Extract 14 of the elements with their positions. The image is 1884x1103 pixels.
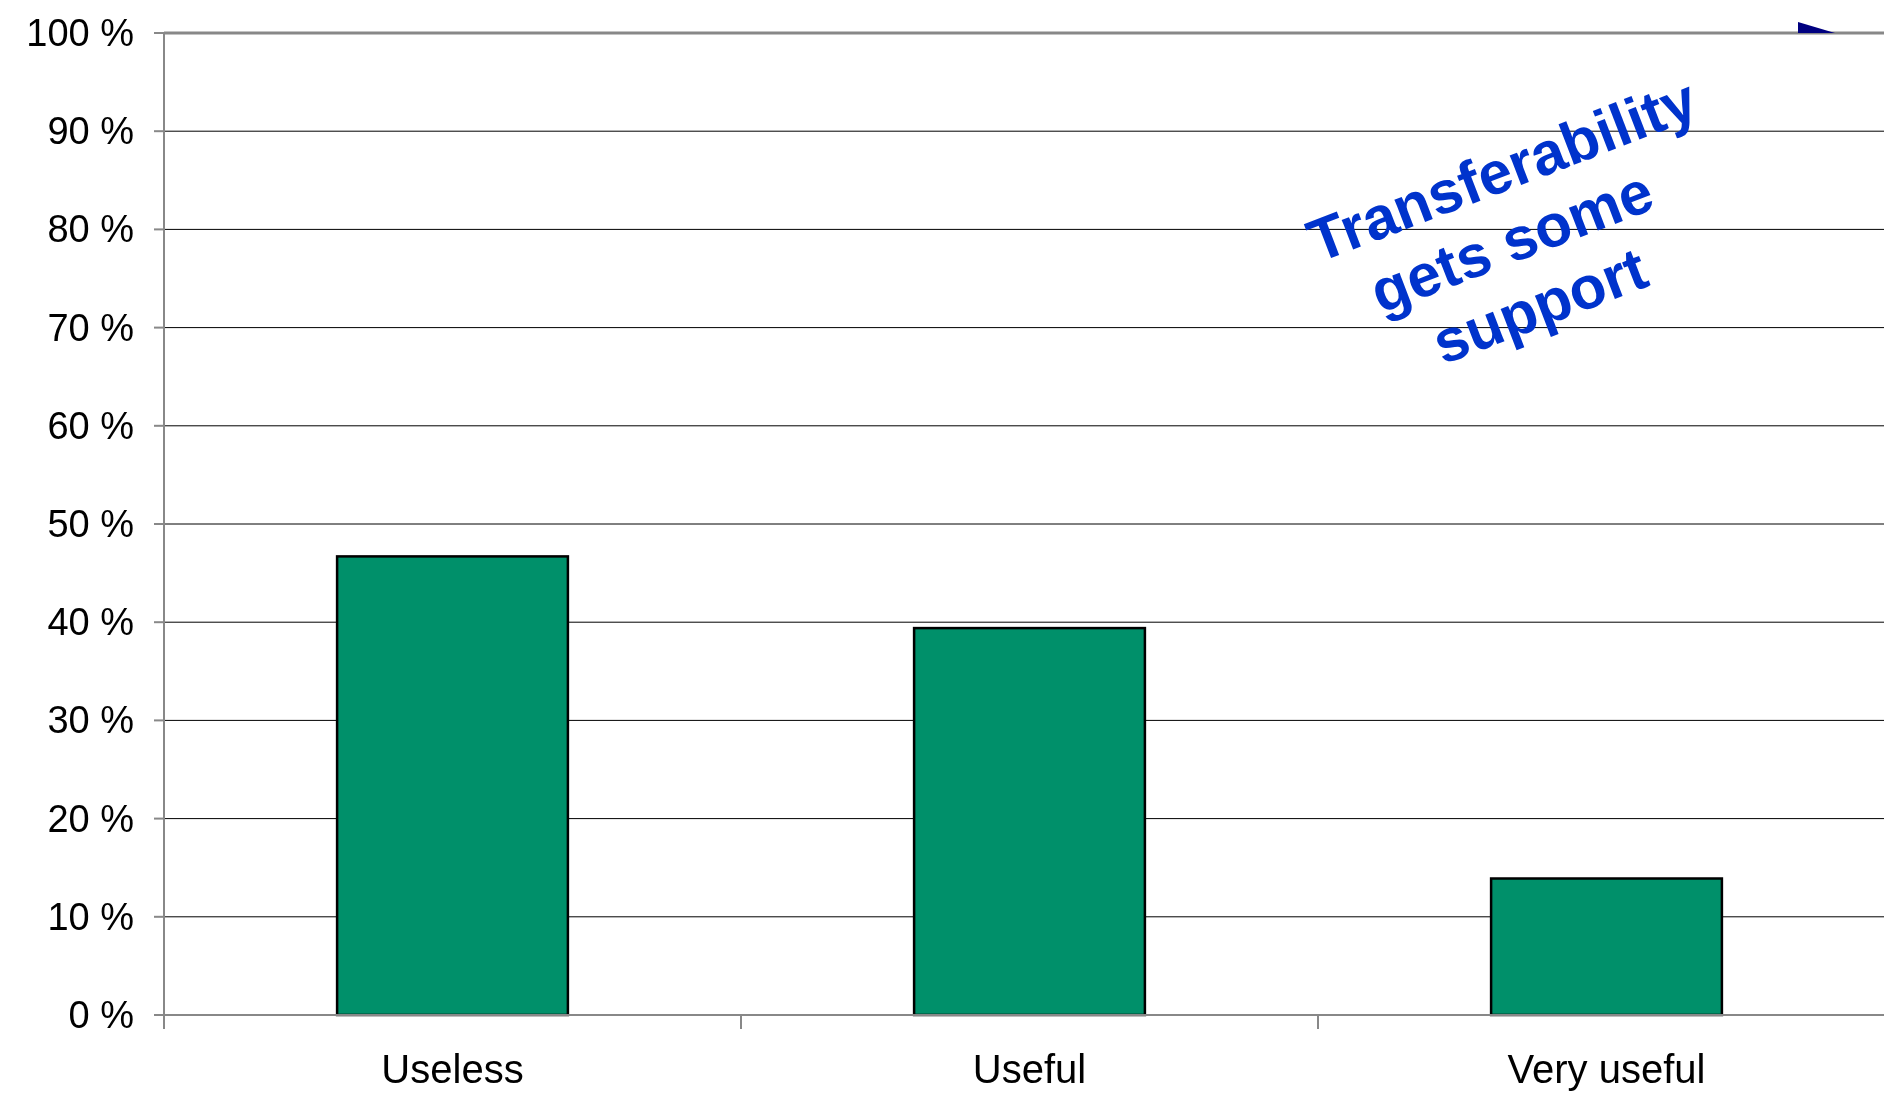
y-tick-label: 10 % xyxy=(47,895,134,938)
x-tick-label: Useful xyxy=(972,1047,1087,1091)
y-tick-label: 70 % xyxy=(47,306,134,349)
x-tick-label: Very useful xyxy=(1507,1047,1706,1091)
y-tick-label: 0 % xyxy=(68,994,134,1036)
y-tick-label: 20 % xyxy=(47,797,134,840)
y-tick-label: 30 % xyxy=(47,699,134,742)
y-tick-label: 90 % xyxy=(47,110,134,153)
y-tick-label: 100 % xyxy=(26,12,134,54)
x-tick-label: Useless xyxy=(381,1047,524,1091)
y-tick-label: 50 % xyxy=(47,503,134,545)
y-tick-label: 80 % xyxy=(47,208,134,251)
y-tick-label: 60 % xyxy=(47,404,134,447)
y-tick-label: 40 % xyxy=(47,601,134,644)
